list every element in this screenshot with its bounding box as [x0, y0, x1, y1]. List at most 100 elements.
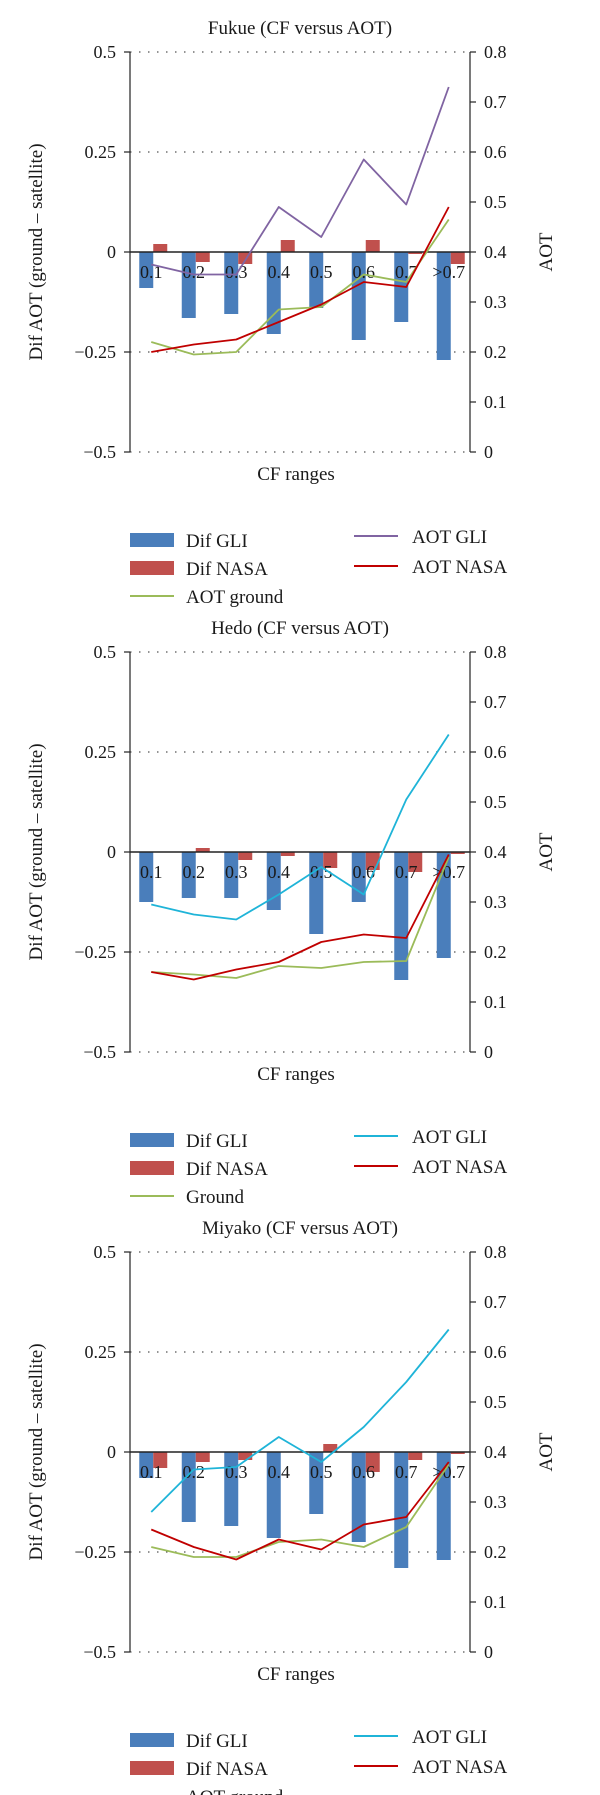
legend-label: AOT GLI [412, 527, 487, 548]
legend-label: AOT NASA [412, 557, 507, 578]
bar-dif-gli [436, 1452, 451, 1560]
chart-title: Hedo (CF versus AOT) [211, 618, 389, 639]
line-aot-gli [150, 1328, 450, 1513]
y2-axis-title: AOT [536, 232, 557, 271]
right-tick-label: 0.2 [484, 942, 507, 962]
right-tick-label: 0.2 [484, 342, 507, 362]
category-label: 0.3 [225, 862, 248, 882]
legend-swatch [130, 1133, 174, 1147]
legend-label: AOT ground [186, 587, 284, 608]
right-tick-label: 0.6 [484, 742, 507, 762]
chart-panel-2: Hedo (CF versus AOT) 0.5 0.25 0 −0.25 −0.5 0.8… [26, 618, 557, 1208]
legend-label: Dif NASA [186, 559, 268, 580]
line-aot-nasa [151, 854, 450, 981]
legend-swatch [130, 561, 174, 575]
category-label: 0.2 [183, 1462, 206, 1482]
y2-axis-title: AOT [536, 1432, 557, 1471]
left-tick-label: 0.5 [94, 1242, 117, 1262]
y-axis-title: Dif AOT (ground – satellite) [26, 1343, 47, 1560]
bar-dif-gli [181, 252, 196, 318]
category-label: 0.2 [183, 262, 206, 282]
bar-dif-nasa [323, 852, 338, 868]
right-tick-label: 0.3 [484, 892, 507, 912]
bar-dif-nasa [195, 848, 210, 852]
bar-dif-nasa [153, 244, 168, 252]
line-aot-nasa [150, 1461, 450, 1561]
y-axis-title: Dif AOT (ground – satellite) [26, 743, 47, 960]
line-aot-nasa [151, 206, 450, 353]
legend-swatch [130, 1761, 174, 1775]
legend-label: Dif GLI [186, 1131, 248, 1152]
legend-label: Dif GLI [186, 531, 248, 552]
left-tick-label: 0.25 [85, 142, 117, 162]
legend-label: AOT GLI [412, 1127, 487, 1148]
category-label: 0.2 [183, 862, 206, 882]
line-aot-ground [150, 218, 450, 356]
bar-dif-gli [181, 1452, 196, 1522]
bar-dif-gli [224, 252, 239, 314]
category-label: 0.6 [353, 1462, 376, 1482]
left-tick-label: −0.5 [83, 442, 116, 462]
left-tick-label: −0.5 [83, 1642, 116, 1662]
bar-dif-gli [266, 252, 281, 334]
bar-dif-gli [139, 1452, 154, 1478]
bar-dif-nasa [450, 1452, 465, 1454]
bar-dif-gli [351, 1452, 366, 1542]
left-tick-label: 0.5 [94, 42, 117, 62]
category-label: 0.5 [310, 1462, 333, 1482]
category-label: 0.3 [225, 1462, 248, 1482]
bar-dif-nasa [323, 1444, 338, 1452]
chart-panel-1: Fukue (CF versus AOT) 0.5 0.25 0 −0.25 −0.5 0.… [26, 18, 557, 608]
category-label: 0.4 [268, 1462, 291, 1482]
category-label: 0.6 [353, 862, 376, 882]
bar-dif-nasa [408, 1452, 423, 1460]
legend-swatch [130, 1161, 174, 1175]
category-label: 0.4 [268, 862, 291, 882]
category-label: 0.1 [140, 262, 163, 282]
right-tick-label: 0.1 [484, 392, 507, 412]
right-tick-label: 0.4 [484, 242, 507, 262]
category-label: 0.7 [395, 1462, 418, 1482]
right-tick-label: 0.7 [484, 692, 507, 712]
right-tick-label: 0.2 [484, 1542, 507, 1562]
right-tick-label: 0.4 [484, 1442, 507, 1462]
legend-label: Dif NASA [186, 1159, 268, 1180]
bar-dif-gli [181, 852, 196, 898]
line-aot-gli [151, 86, 450, 276]
right-tick-label: 0 [484, 1042, 493, 1062]
right-tick-label: 0 [484, 1642, 493, 1662]
x-axis-title: CF ranges [257, 464, 335, 485]
right-tick-label: 0.1 [484, 1592, 507, 1612]
right-tick-label: 0.6 [484, 142, 507, 162]
line-aot-gli [151, 734, 450, 921]
legend-label: AOT NASA [412, 1757, 507, 1778]
left-tick-label: 0.25 [85, 1342, 117, 1362]
right-tick-label: 0.5 [484, 192, 507, 212]
line-aot-ground [151, 1463, 450, 1558]
bar-dif-gli [139, 852, 154, 902]
bar-dif-gli [394, 852, 409, 980]
y2-axis-title: AOT [536, 832, 557, 871]
bar-dif-nasa [195, 252, 210, 262]
category-label: 0.6 [353, 262, 376, 282]
legend-label: AOT ground [186, 1787, 284, 1795]
bar-dif-nasa [280, 240, 295, 252]
category-label: 0.7 [395, 862, 418, 882]
right-tick-label: 0.7 [484, 92, 507, 112]
category-label: 0.5 [310, 262, 333, 282]
category-label: >0.7 [432, 862, 465, 882]
left-tick-label: −0.25 [74, 342, 116, 362]
left-tick-label: 0 [107, 1442, 116, 1462]
bar-dif-nasa [238, 852, 253, 860]
right-tick-label: 0.5 [484, 1392, 507, 1412]
bar-dif-nasa [365, 240, 380, 252]
y-axis-title: Dif AOT (ground – satellite) [26, 143, 47, 360]
bar-dif-nasa [450, 852, 465, 854]
category-label: 0.5 [310, 862, 333, 882]
legend-label: AOT GLI [412, 1727, 487, 1748]
category-label: >0.7 [432, 262, 465, 282]
legend-label: Dif GLI [186, 1731, 248, 1752]
legend-label: Dif NASA [186, 1759, 268, 1780]
right-tick-label: 0.5 [484, 792, 507, 812]
